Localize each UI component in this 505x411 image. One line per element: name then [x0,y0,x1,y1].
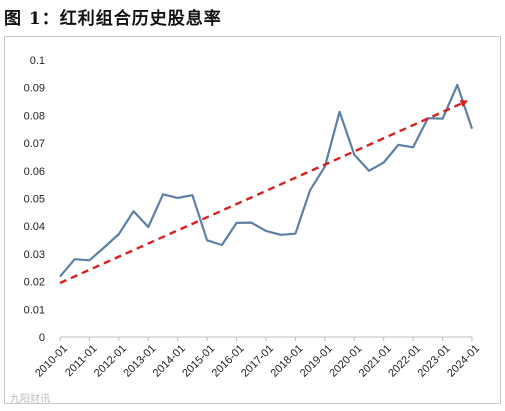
watermark-text: 九阳财讯 [10,394,50,405]
y-tick-label: 0.05 [24,194,45,206]
y-tick-label: 0.04 [24,221,45,233]
x-tick-label: 2010-01 [33,343,70,380]
chart-frame [4,36,501,404]
figure-title: 图 1：红利组合历史股息率 [4,9,222,29]
y-tick-label: 0.07 [24,138,45,150]
y-tick-label: 0 [39,332,45,344]
y-tick-label: 0.09 [24,83,45,95]
y-tick-label: 0.06 [24,166,45,178]
y-tick-label: 0.01 [24,304,45,316]
dividend-yield-line [59,83,474,278]
y-tick-label: 0.03 [24,249,45,261]
y-tick-label: 0.08 [24,110,45,122]
y-tick-label: 0.02 [24,277,45,289]
y-tick-label: 0.1 [30,55,45,67]
trend-arrow [59,100,469,285]
x-tick-label: 2024-01 [445,343,482,380]
